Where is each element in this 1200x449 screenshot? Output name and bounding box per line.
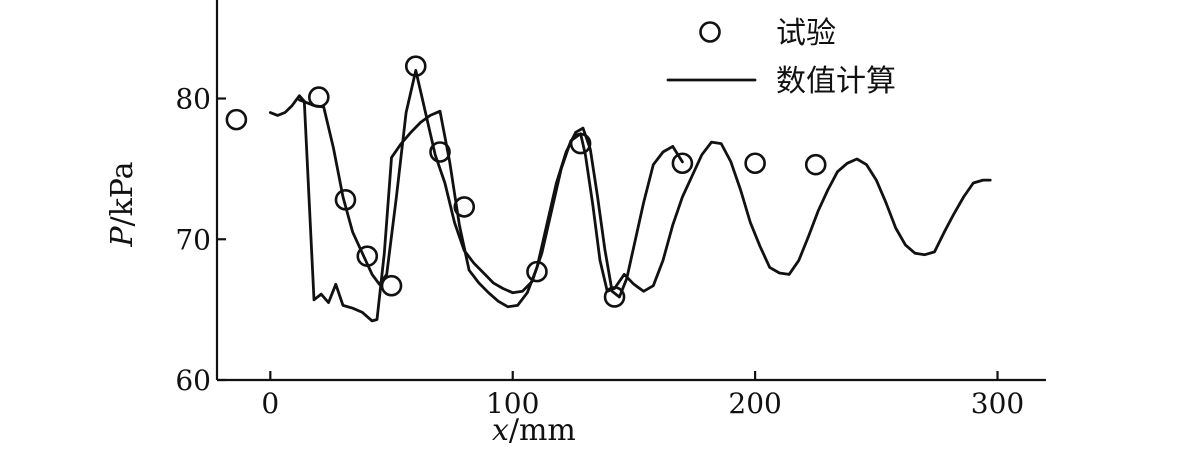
legend-label: 试验 — [776, 16, 836, 51]
data-point-marker — [671, 152, 694, 175]
series-line-2 — [298, 69, 992, 295]
axes: 0 100 200 300 60 70 80 x/mm P/kPa — [105, 0, 1046, 448]
data-point-marker — [804, 153, 827, 176]
data-point-marker — [225, 108, 248, 131]
data-point-marker — [429, 141, 451, 163]
y-tick-label: 70 — [175, 223, 211, 256]
x-tick-label: 0 — [261, 387, 279, 420]
y-axis-title: P/kPa — [105, 161, 140, 247]
plot-area — [225, 55, 992, 323]
series-line-1 — [268, 94, 684, 323]
data-point-marker — [453, 196, 476, 218]
y-tick-label: 80 — [175, 83, 211, 116]
y-tick-label: 60 — [175, 364, 211, 397]
x-tick-label: 200 — [728, 387, 781, 420]
legend-label: 数值计算 — [776, 64, 896, 99]
x-tick-label: 100 — [486, 387, 539, 420]
data-point-marker — [744, 152, 766, 175]
legend-marker-circle — [699, 21, 721, 43]
x-axis-title: x/mm — [492, 413, 576, 448]
x-tick-label: 300 — [971, 387, 1024, 420]
